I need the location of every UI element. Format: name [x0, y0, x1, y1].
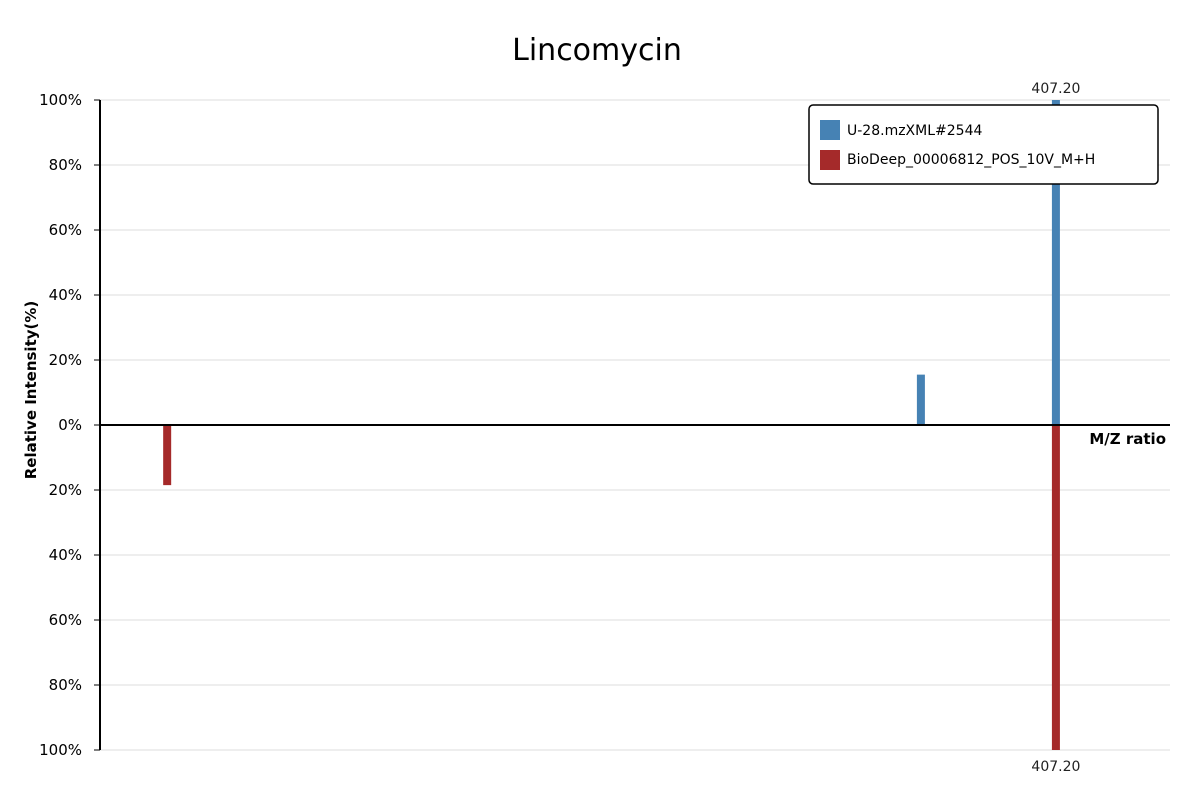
- y-tick-label: 40%: [49, 546, 82, 564]
- legend: U-28.mzXML#2544 BioDeep_00006812_POS_10V…: [808, 104, 1159, 185]
- y-tick-label: 60%: [49, 221, 82, 239]
- legend-swatch-reference: [820, 150, 840, 170]
- y-tick-label: 0%: [58, 416, 82, 434]
- query-peak-label: 407.20: [1031, 81, 1080, 97]
- peak-bars: [163, 100, 1060, 750]
- reference-peak-bar: [1051, 425, 1060, 750]
- peak-labels: 407.20 407.20: [1031, 81, 1080, 775]
- y-tick-label: 100%: [39, 741, 82, 759]
- grid-lines: [100, 99, 1170, 751]
- y-tick-label: 40%: [49, 286, 82, 304]
- reference-peak-label: 407.20: [1031, 759, 1080, 775]
- y-tick-label: 80%: [49, 156, 82, 174]
- y-tick-label: 60%: [49, 611, 82, 629]
- legend-entry-reference: BioDeep_00006812_POS_10V_M+H: [847, 152, 1095, 168]
- y-axis-ticks: 0% 20% 40% 60% 80% 100% 20% 40% 60% 80% 100%: [39, 91, 100, 759]
- query-peak-bar: [916, 374, 925, 425]
- y-tick-label: 20%: [49, 481, 82, 499]
- y-tick-label: 80%: [49, 676, 82, 694]
- x-axis-label: M/Z ratio: [1089, 430, 1166, 448]
- y-axis-label: Relative Intensity(%): [22, 301, 40, 480]
- y-tick-label: 100%: [39, 91, 82, 109]
- legend-swatch-query: [820, 120, 840, 140]
- legend-entry-query: U-28.mzXML#2544: [847, 123, 982, 139]
- reference-peak-bar: [163, 425, 172, 486]
- y-tick-label: 20%: [49, 351, 82, 369]
- chart-title: Lincomycin: [512, 33, 682, 68]
- legend-box: [808, 104, 1159, 185]
- query-peak-bar: [1051, 100, 1060, 425]
